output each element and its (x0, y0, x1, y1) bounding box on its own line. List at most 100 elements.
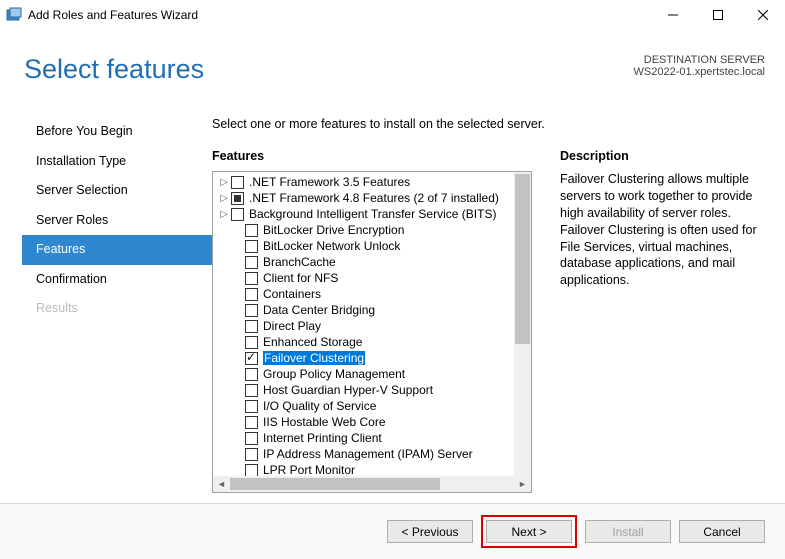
expand-icon[interactable]: ▷ (217, 177, 231, 188)
body: Before You BeginInstallation TypeServer … (0, 93, 785, 493)
feature-row[interactable]: Enhanced Storage (213, 334, 531, 350)
feature-label: BitLocker Drive Encryption (263, 223, 404, 237)
destination-value: WS2022-01.xpertstec.local (634, 66, 765, 78)
feature-checkbox[interactable] (245, 304, 258, 317)
feature-row[interactable]: IP Address Management (IPAM) Server (213, 446, 531, 462)
feature-label: IIS Hostable Web Core (263, 415, 386, 429)
destination-label: DESTINATION SERVER (634, 54, 765, 66)
feature-row[interactable]: ▷ .NET Framework 4.8 Features (2 of 7 ins… (213, 190, 531, 206)
feature-checkbox[interactable] (231, 176, 244, 189)
features-label: Features (212, 149, 532, 163)
feature-row[interactable]: BitLocker Drive Encryption (213, 222, 531, 238)
feature-list[interactable]: ▷ .NET Framework 3.5 Features ▷ .NET Framew… (213, 172, 531, 478)
feature-row[interactable]: ▷ Background Intelligent Transfer Service… (213, 206, 531, 222)
content-row: Features ▷ .NET Framework 3.5 Features ▷ .N… (212, 149, 763, 493)
instruction-text: Select one or more features to install o… (212, 117, 763, 131)
header: Select features DESTINATION SERVER WS202… (0, 30, 785, 93)
horizontal-scroll-track[interactable] (230, 477, 514, 491)
destination-block: DESTINATION SERVER WS2022-01.xpertstec.l… (634, 54, 765, 78)
feature-label: Containers (263, 287, 321, 301)
feature-row[interactable]: BranchCache (213, 254, 531, 270)
feature-row[interactable]: Host Guardian Hyper-V Support (213, 382, 531, 398)
scroll-right-arrow[interactable]: ► (514, 476, 531, 492)
maximize-button[interactable] (695, 0, 740, 30)
feature-checkbox[interactable] (231, 192, 244, 205)
feature-row[interactable]: Direct Play (213, 318, 531, 334)
feature-list-container: ▷ .NET Framework 3.5 Features ▷ .NET Framew… (212, 171, 532, 493)
scroll-left-arrow[interactable]: ◄ (213, 476, 230, 492)
description-panel: Description Failover Clustering allows m… (560, 149, 763, 493)
horizontal-scroll-thumb[interactable] (230, 478, 440, 490)
features-panel: Features ▷ .NET Framework 3.5 Features ▷ .N… (212, 149, 532, 493)
feature-checkbox[interactable] (245, 384, 258, 397)
nav-item-server-roles[interactable]: Server Roles (22, 206, 212, 236)
feature-checkbox[interactable] (245, 320, 258, 333)
feature-checkbox[interactable] (245, 368, 258, 381)
feature-row[interactable]: Data Center Bridging (213, 302, 531, 318)
next-button[interactable]: Next > (486, 520, 572, 543)
feature-label: Client for NFS (263, 271, 338, 285)
nav-item-results: Results (22, 294, 212, 324)
minimize-button[interactable] (650, 0, 695, 30)
feature-label: Background Intelligent Transfer Service … (249, 207, 496, 221)
feature-label: Internet Printing Client (263, 431, 382, 445)
feature-row[interactable]: Containers (213, 286, 531, 302)
description-label: Description (560, 149, 763, 163)
description-text: Failover Clustering allows multiple serv… (560, 171, 763, 289)
install-button[interactable]: Install (585, 520, 671, 543)
feature-checkbox[interactable] (245, 416, 258, 429)
feature-checkbox[interactable] (245, 240, 258, 253)
feature-label: Failover Clustering (263, 351, 365, 365)
feature-label: Group Policy Management (263, 367, 405, 381)
feature-label: LPR Port Monitor (263, 463, 355, 477)
feature-label: .NET Framework 4.8 Features (2 of 7 inst… (249, 191, 499, 205)
feature-checkbox[interactable] (245, 272, 258, 285)
feature-checkbox[interactable] (245, 256, 258, 269)
feature-row[interactable]: BitLocker Network Unlock (213, 238, 531, 254)
cancel-button[interactable]: Cancel (679, 520, 765, 543)
feature-label: I/O Quality of Service (263, 399, 376, 413)
feature-label: IP Address Management (IPAM) Server (263, 447, 473, 461)
feature-row[interactable]: ▷ .NET Framework 3.5 Features (213, 174, 531, 190)
feature-row[interactable]: Client for NFS (213, 270, 531, 286)
previous-button[interactable]: < Previous (387, 520, 473, 543)
nav-item-installation-type[interactable]: Installation Type (22, 147, 212, 177)
nav-item-features[interactable]: Features (22, 235, 212, 265)
vertical-scrollbar[interactable] (514, 172, 531, 476)
expand-icon[interactable]: ▷ (217, 209, 231, 220)
feature-label: Enhanced Storage (263, 335, 362, 349)
content-column: Select one or more features to install o… (212, 117, 763, 493)
feature-label: Data Center Bridging (263, 303, 375, 317)
app-icon (6, 7, 22, 23)
feature-checkbox[interactable] (245, 448, 258, 461)
feature-row[interactable]: Group Policy Management (213, 366, 531, 382)
nav-item-server-selection[interactable]: Server Selection (22, 176, 212, 206)
horizontal-scrollbar[interactable]: ◄ ► (213, 476, 531, 492)
window-title: Add Roles and Features Wizard (28, 8, 650, 22)
nav-item-confirmation[interactable]: Confirmation (22, 265, 212, 295)
feature-label: Host Guardian Hyper-V Support (263, 383, 433, 397)
feature-checkbox[interactable] (245, 352, 258, 365)
feature-checkbox[interactable] (245, 336, 258, 349)
footer: < Previous Next > Install Cancel (0, 503, 785, 559)
vertical-scroll-thumb[interactable] (515, 174, 530, 344)
feature-row[interactable]: Failover Clustering (213, 350, 531, 366)
feature-checkbox[interactable] (245, 400, 258, 413)
feature-label: BitLocker Network Unlock (263, 239, 400, 253)
feature-checkbox[interactable] (245, 432, 258, 445)
feature-checkbox[interactable] (245, 464, 258, 477)
expand-icon[interactable]: ▷ (217, 193, 231, 204)
close-button[interactable] (740, 0, 785, 30)
next-button-highlight: Next > (481, 515, 577, 548)
feature-row[interactable]: IIS Hostable Web Core (213, 414, 531, 430)
feature-row[interactable]: Internet Printing Client (213, 430, 531, 446)
feature-checkbox[interactable] (231, 208, 244, 221)
feature-checkbox[interactable] (245, 288, 258, 301)
feature-label: .NET Framework 3.5 Features (249, 175, 410, 189)
feature-checkbox[interactable] (245, 224, 258, 237)
title-bar: Add Roles and Features Wizard (0, 0, 785, 30)
feature-label: BranchCache (263, 255, 336, 269)
nav-column: Before You BeginInstallation TypeServer … (22, 117, 212, 493)
nav-item-before-you-begin[interactable]: Before You Begin (22, 117, 212, 147)
feature-row[interactable]: I/O Quality of Service (213, 398, 531, 414)
